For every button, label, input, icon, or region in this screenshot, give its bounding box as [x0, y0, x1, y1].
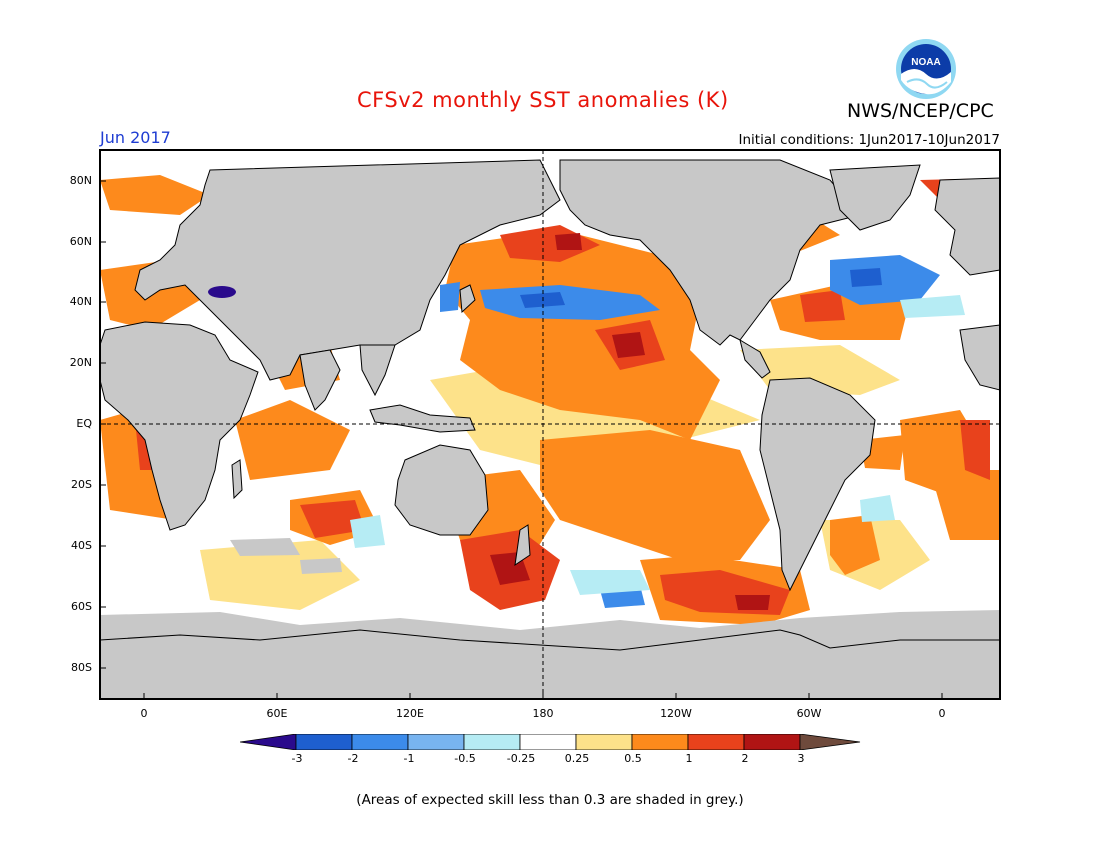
land-south-america	[759, 377, 876, 592]
colorbar-tick-3: 3	[797, 752, 805, 765]
agency-label: NWS/NCEP/CPC	[847, 100, 994, 122]
colorbar-box-9	[743, 734, 801, 750]
land-africa	[100, 321, 259, 531]
colorbar	[240, 734, 861, 750]
lat-label-80s: 80S	[71, 661, 92, 674]
lon-label-0: 0	[140, 707, 148, 720]
colorbar-tick-0-25: 0.25	[564, 752, 590, 765]
colorbar-box-8	[687, 734, 745, 750]
lon-label-180: 180	[532, 707, 554, 720]
colorbar-tick-0-5: 0.5	[624, 752, 642, 765]
initial-conditions-label: Initial conditions: 1Jun2017-10Jun2017	[738, 132, 1000, 148]
colorbar-box-4	[463, 734, 521, 750]
colorbar-tick-1: 1	[685, 752, 693, 765]
lat-label-20s: 20S	[71, 478, 92, 491]
land-europe-west	[934, 177, 1000, 276]
land-australia	[394, 444, 489, 536]
land-greenland	[829, 164, 921, 231]
land-india	[299, 349, 341, 411]
land-madagascar	[231, 459, 243, 500]
lon-label-0-east: 0	[938, 707, 946, 720]
skill-footnote: (Areas of expected skill less than 0.3 a…	[356, 792, 744, 808]
lat-label-60s: 60S	[71, 600, 92, 613]
lon-label-120e: 120E	[396, 707, 424, 720]
colorbar-left-arrow	[240, 734, 297, 750]
colorbar-tick-neg1: -1	[403, 752, 415, 765]
month-label: Jun 2017	[100, 128, 171, 147]
colorbar-tick-neg3: -3	[291, 752, 303, 765]
land-maritime-continent	[369, 404, 476, 433]
lon-label-60w: 60W	[796, 707, 822, 720]
colorbar-box-3	[407, 734, 465, 750]
colorbar-tick-neg0-25: -0.25	[506, 752, 536, 765]
lon-label-120w: 120W	[660, 707, 692, 720]
noaa-logo: NOAA	[896, 39, 956, 99]
land-southeast-asia	[359, 344, 396, 397]
land-eurasia	[134, 159, 561, 381]
colorbar-tick-2: 2	[741, 752, 749, 765]
lat-label-60n: 60N	[69, 235, 92, 248]
lat-label-20n: 20N	[69, 356, 92, 369]
anomaly-weak-cool	[350, 295, 965, 595]
land-africa-west-repeat	[959, 324, 1000, 391]
chart-title: CFSv2 monthly SST anomalies (K)	[357, 88, 729, 112]
land-masses	[100, 159, 1000, 699]
colorbar-box-5	[519, 734, 577, 750]
colorbar-tick-neg2: -2	[347, 752, 359, 765]
lat-label-40s: 40S	[71, 539, 92, 552]
colorbar-box-2	[351, 734, 409, 750]
colorbar-boxes	[295, 734, 801, 750]
black-sea-cold-anomaly	[208, 286, 236, 298]
land-north-america	[559, 159, 861, 346]
land-antarctica	[100, 629, 1000, 699]
lon-label-60e: 60E	[266, 707, 288, 720]
land-central-america	[739, 338, 771, 379]
colorbar-tick-neg0-5: -0.5	[454, 752, 476, 765]
lat-label-40n: 40N	[69, 295, 92, 308]
land-japan	[459, 284, 476, 314]
colorbar-box-1	[295, 734, 353, 750]
axis-ticks	[100, 180, 943, 699]
noaa-logo-text: NOAA	[911, 57, 940, 68]
colorbar-box-7	[631, 734, 689, 750]
lat-label-eq: EQ	[76, 417, 92, 430]
lat-label-80n: 80N	[69, 174, 92, 187]
colorbar-right-arrow	[799, 734, 861, 750]
colorbar-box-6	[575, 734, 633, 750]
land-new-zealand	[514, 524, 531, 567]
